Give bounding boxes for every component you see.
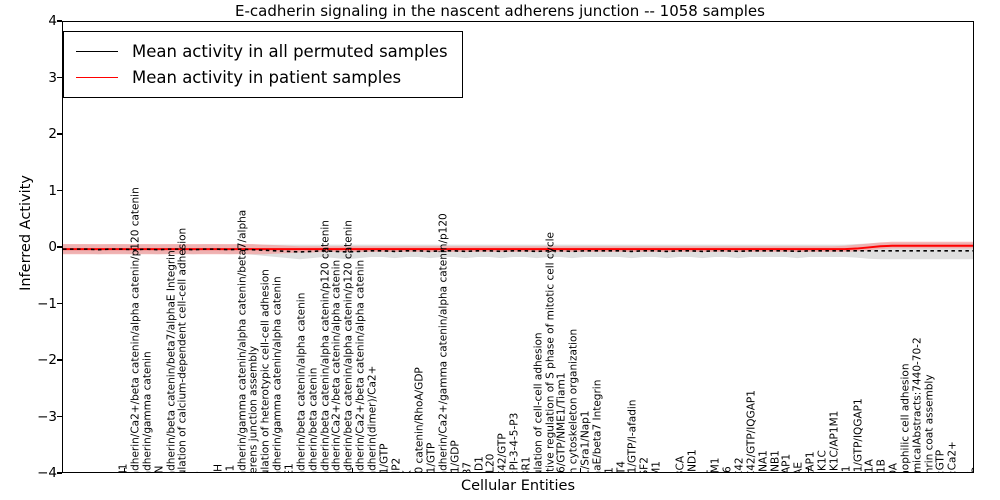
y-axis-title: Inferred Activity xyxy=(18,175,34,291)
legend-item-patient: Mean activity in patient samples xyxy=(76,64,448,90)
y-tick-label: −4 xyxy=(37,465,57,481)
chart-title: E-cadherin signaling in the nascent adhe… xyxy=(235,2,765,20)
legend-item-permuted: Mean activity in all permuted samples xyxy=(76,38,448,64)
permuted-mean-line xyxy=(63,248,973,253)
x-tick-mark xyxy=(580,468,582,473)
y-tick-label: 0 xyxy=(48,239,57,255)
x-axis-tick-marks xyxy=(62,21,974,473)
y-tick-mark xyxy=(57,359,62,361)
y-axis-tick-marks xyxy=(0,20,62,474)
y-tick-label: 1 xyxy=(48,182,57,199)
series-canvas xyxy=(63,241,973,260)
y-tick-mark xyxy=(57,133,62,135)
y-tick-label: 2 xyxy=(48,126,57,142)
legend-line-permuted-icon xyxy=(76,50,118,52)
patient-mean-line xyxy=(63,244,973,251)
y-tick-label: 3 xyxy=(48,69,57,86)
y-tick-label: −3 xyxy=(37,408,57,425)
y-axis-tick-labels: 4 3 2 1 0 −1 −2 −3 −4 xyxy=(0,13,57,481)
x-tick-mark xyxy=(124,468,126,473)
y-tick-mark xyxy=(57,76,62,79)
y-tick-mark xyxy=(57,302,62,305)
patient-confidence-band xyxy=(63,241,973,255)
y-tick-mark xyxy=(57,189,62,192)
y-tick-label: −1 xyxy=(37,295,57,312)
chart-legend: Mean activity in all permuted samples Me… xyxy=(63,31,463,98)
x-axis-title: Cellular Entities xyxy=(460,478,576,494)
y-tick-mark xyxy=(57,20,62,22)
y-tick-mark xyxy=(57,472,62,474)
y-tick-mark xyxy=(57,246,62,248)
y-tick-mark xyxy=(57,415,62,418)
legend-label-patient: Mean activity in patient samples xyxy=(132,67,402,87)
y-tick-label: −2 xyxy=(37,352,57,368)
y-tick-label: 4 xyxy=(48,13,57,29)
x-tick-mark xyxy=(808,468,810,473)
x-tick-mark xyxy=(352,468,354,473)
legend-label-permuted: Mean activity in all permuted samples xyxy=(132,41,448,61)
legend-line-patient-icon xyxy=(76,76,118,78)
